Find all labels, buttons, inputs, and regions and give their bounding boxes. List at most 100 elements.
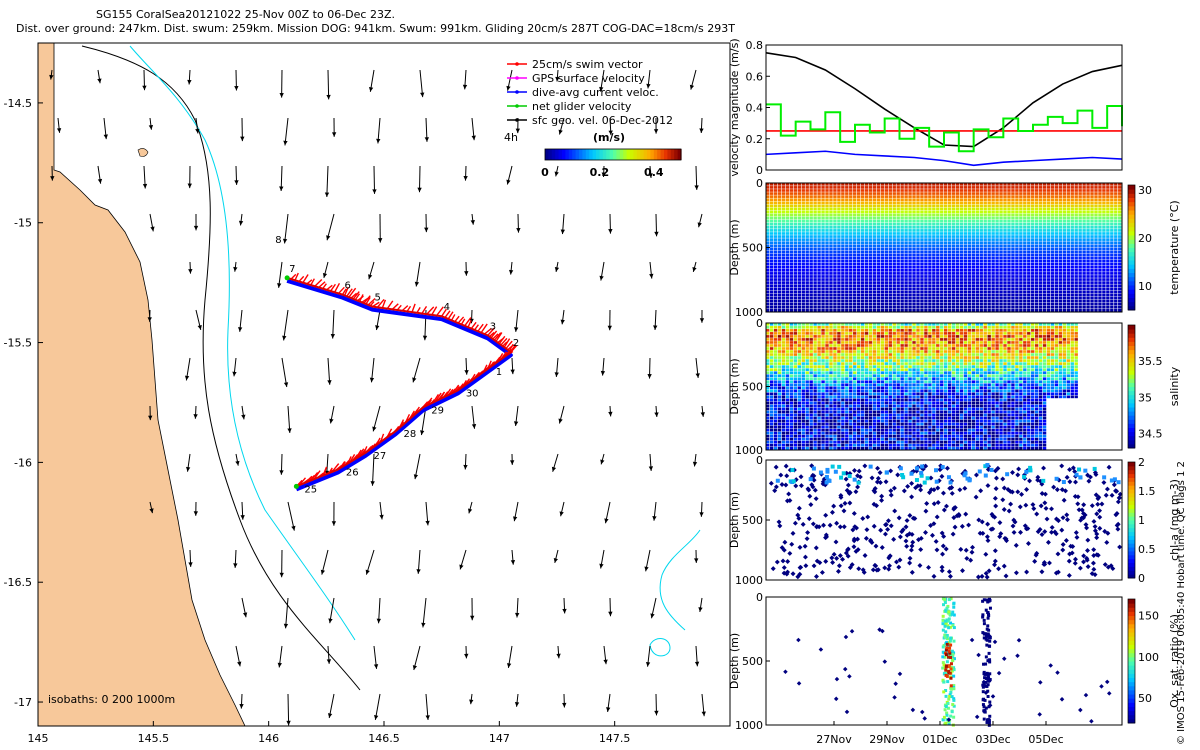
temperature-cell bbox=[896, 287, 900, 291]
temperature-cell bbox=[1070, 222, 1074, 226]
temperature-cell bbox=[884, 265, 889, 269]
colorbar-cell bbox=[1128, 264, 1135, 269]
temperature-cell bbox=[868, 216, 873, 220]
salinity-cell bbox=[801, 341, 805, 344]
swim-vector bbox=[361, 297, 369, 303]
temperature-cell bbox=[1058, 299, 1063, 303]
salinity-cell bbox=[773, 335, 778, 338]
temperature-cell bbox=[947, 290, 952, 294]
temperature-cell bbox=[1019, 226, 1023, 229]
temperature-cell bbox=[801, 207, 805, 211]
temperature-cell bbox=[1050, 204, 1055, 208]
temperature-cell bbox=[853, 241, 857, 245]
temperature-cell bbox=[1118, 247, 1122, 251]
temperature-cell bbox=[773, 278, 778, 281]
swim-vector bbox=[318, 281, 326, 288]
temperature-cell bbox=[920, 308, 924, 312]
temperature-cell bbox=[1118, 305, 1122, 309]
temperature-cell bbox=[1046, 192, 1051, 195]
temperature-cell bbox=[789, 299, 794, 303]
temperature-cell bbox=[825, 308, 829, 312]
temperature-cell bbox=[769, 241, 774, 245]
temperature-cell bbox=[868, 213, 873, 217]
temperature-cell bbox=[1015, 259, 1019, 263]
temperature-cell bbox=[789, 272, 794, 275]
temperature-cell bbox=[876, 259, 881, 263]
current-arrowhead bbox=[424, 227, 429, 233]
temperature-cell bbox=[781, 192, 786, 195]
salinity-cell bbox=[793, 392, 798, 396]
temperature-cell bbox=[785, 183, 790, 186]
temperature-cell bbox=[959, 241, 964, 245]
salinity-cell bbox=[793, 437, 798, 441]
temperature-cell bbox=[1106, 192, 1110, 195]
temperature-cell bbox=[1042, 281, 1047, 284]
current-arrowhead bbox=[376, 618, 381, 624]
temperature-cell bbox=[1038, 222, 1043, 226]
temperature-cell bbox=[773, 207, 778, 211]
temperature-cell bbox=[1110, 241, 1114, 245]
temperature-cell bbox=[872, 265, 877, 269]
temperature-cell bbox=[1078, 290, 1082, 294]
temperature-cell bbox=[944, 238, 948, 241]
temperature-cell bbox=[781, 183, 786, 186]
temperature-cell bbox=[789, 284, 794, 288]
temperature-cell bbox=[821, 299, 825, 303]
temperature-cell bbox=[1054, 259, 1059, 263]
panel-ytick-label: 1000 bbox=[735, 306, 763, 319]
temperature-cell bbox=[1027, 244, 1031, 248]
salinity-cell bbox=[777, 344, 782, 347]
temperature-cell bbox=[979, 219, 983, 223]
map-colorbar-cell bbox=[592, 149, 597, 160]
temperature-cell bbox=[1082, 238, 1086, 241]
temperature-cell bbox=[924, 210, 928, 214]
temperature-cell bbox=[1007, 284, 1011, 288]
temperature-cell bbox=[967, 275, 972, 278]
temperature-cell bbox=[1078, 287, 1082, 291]
temperature-cell bbox=[1086, 201, 1090, 205]
temperature-cell bbox=[991, 293, 995, 297]
temperature-cell bbox=[995, 198, 999, 202]
temperature-cell bbox=[845, 219, 849, 223]
salinity-cell bbox=[789, 356, 794, 359]
temperature-cell bbox=[809, 281, 813, 284]
temperature-cell bbox=[1019, 222, 1023, 226]
temperature-cell bbox=[1110, 269, 1114, 272]
temperature-cell bbox=[947, 284, 952, 288]
temperature-cell bbox=[1038, 290, 1043, 294]
temperature-cell bbox=[1070, 201, 1074, 205]
temperature-cell bbox=[773, 305, 778, 309]
temperature-cell bbox=[1050, 192, 1055, 195]
temperature-cell bbox=[928, 226, 932, 229]
current-arrowhead bbox=[650, 613, 655, 619]
temperature-cell bbox=[888, 287, 892, 291]
temperature-cell bbox=[1019, 278, 1023, 281]
temperature-cell bbox=[908, 235, 912, 238]
temperature-cell bbox=[797, 219, 801, 223]
temperature-cell bbox=[809, 269, 813, 272]
temperature-cell bbox=[825, 204, 829, 208]
temperature-cell bbox=[825, 305, 829, 309]
temperature-cell bbox=[999, 213, 1003, 217]
temperature-cell bbox=[908, 247, 912, 251]
temperature-cell bbox=[936, 226, 940, 229]
salinity-cell bbox=[801, 446, 805, 450]
temperature-cell bbox=[853, 305, 857, 309]
temperature-cell bbox=[932, 207, 936, 211]
temperature-cell bbox=[781, 272, 786, 275]
temperature-cell bbox=[841, 305, 845, 309]
salinity-cell bbox=[766, 368, 770, 371]
temperature-cell bbox=[940, 272, 944, 275]
temperature-cell bbox=[1066, 250, 1070, 254]
temperature-cell bbox=[853, 281, 857, 284]
temperature-cell bbox=[884, 259, 889, 263]
salinity-cell bbox=[801, 428, 805, 432]
salinity-cell bbox=[793, 416, 798, 420]
temperature-cell bbox=[951, 222, 956, 226]
temperature-cell bbox=[1003, 275, 1007, 278]
temperature-cell bbox=[900, 213, 904, 217]
temperature-cell bbox=[955, 195, 960, 198]
salinity-cell bbox=[789, 434, 794, 438]
temperature-cell bbox=[1078, 278, 1082, 281]
temperature-cell bbox=[916, 192, 920, 195]
